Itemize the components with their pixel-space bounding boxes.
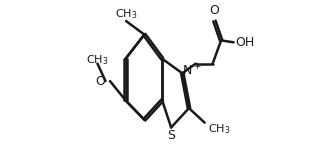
Text: CH$_3$: CH$_3$ (115, 7, 137, 21)
Text: CH$_3$: CH$_3$ (208, 122, 231, 136)
Text: O: O (209, 4, 219, 17)
Text: OH: OH (235, 36, 254, 49)
Text: N$^+$: N$^+$ (182, 64, 202, 79)
Text: O: O (96, 75, 106, 88)
Text: CH$_3$: CH$_3$ (86, 53, 109, 67)
Text: S: S (167, 129, 175, 142)
